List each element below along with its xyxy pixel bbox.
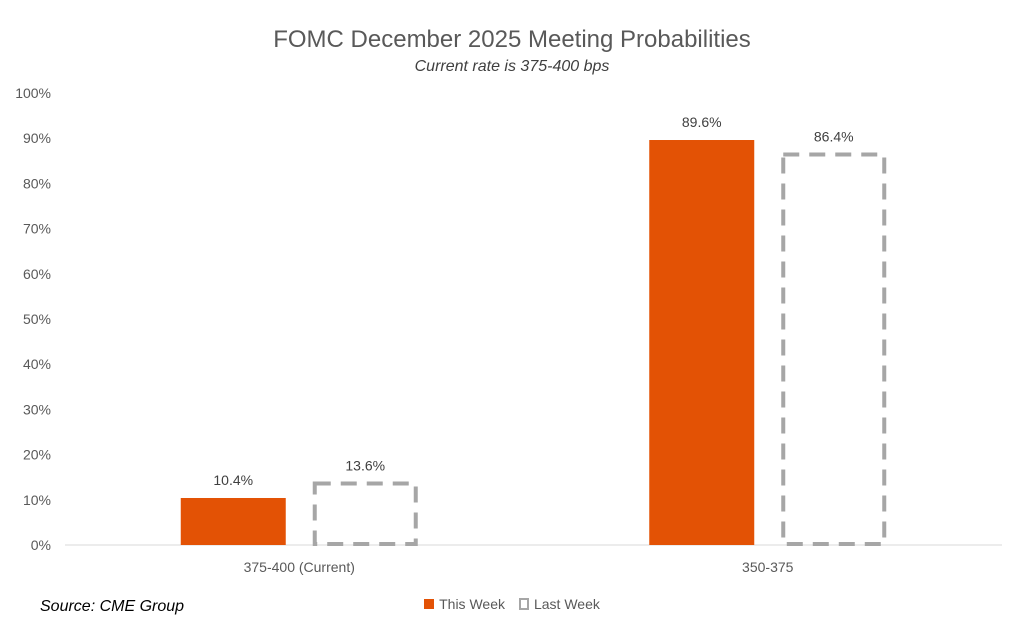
legend-swatch-this-week xyxy=(424,599,435,609)
legend: This Week Last Week xyxy=(0,596,1024,612)
legend-label-last-week: Last Week xyxy=(533,596,600,612)
y-tick-label: 60% xyxy=(23,266,51,282)
y-tick-label: 10% xyxy=(23,492,51,508)
data-label: 86.4% xyxy=(814,128,854,144)
legend-item-last-week: Last Week xyxy=(518,596,600,612)
bar-this-week xyxy=(180,497,286,545)
legend-label-this-week: This Week xyxy=(439,596,505,612)
source-note: Source: CME Group xyxy=(40,598,185,615)
y-tick-label: 40% xyxy=(23,356,51,372)
y-tick-label: 30% xyxy=(23,401,51,417)
y-tick-label: 0% xyxy=(31,537,51,553)
legend-swatch-last-week xyxy=(518,598,529,610)
y-tick-label: 100% xyxy=(15,85,51,101)
y-tick-label: 70% xyxy=(23,221,51,237)
bar-last-week xyxy=(781,152,887,547)
data-label: 13.6% xyxy=(345,458,385,474)
y-tick-label: 90% xyxy=(23,130,51,146)
bar-this-week xyxy=(649,140,755,545)
y-tick-label: 80% xyxy=(23,175,51,191)
y-tick-label: 50% xyxy=(23,311,51,327)
data-label: 89.6% xyxy=(682,114,722,130)
x-category-label: 375-400 (Current) xyxy=(244,559,355,575)
y-tick-label: 20% xyxy=(23,447,51,463)
chart-subtitle: Current rate is 375-400 bps xyxy=(414,58,610,75)
chart-title: FOMC December 2025 Meeting Probabilities xyxy=(273,26,751,53)
data-label: 10.4% xyxy=(213,472,253,488)
bar-last-week xyxy=(312,481,418,547)
x-category-label: 350-375 xyxy=(742,559,794,575)
legend-item-this-week: This Week xyxy=(424,596,505,612)
